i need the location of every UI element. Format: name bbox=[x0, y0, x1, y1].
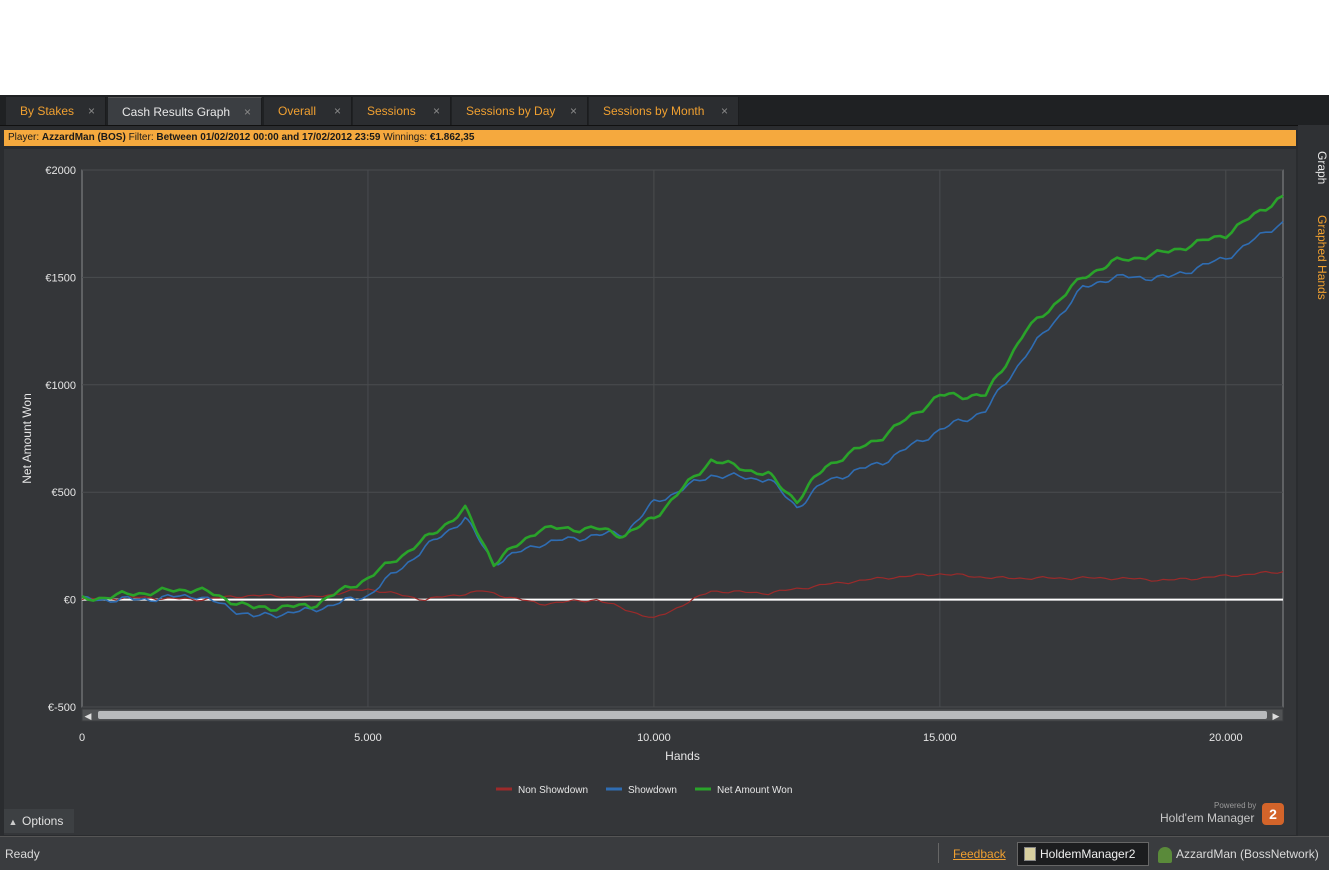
legend-label: Non Showdown bbox=[518, 785, 588, 796]
tab-by-stakes[interactable]: By Stakes × bbox=[6, 97, 106, 125]
app-icon bbox=[1024, 847, 1036, 861]
tab-label: Sessions by Month bbox=[603, 104, 705, 118]
options-label: Options bbox=[22, 814, 64, 828]
tab-sessions-by-day[interactable]: Sessions by Day × bbox=[452, 97, 588, 125]
series-line-0 bbox=[81, 570, 1284, 618]
status-text: Ready bbox=[5, 847, 40, 861]
close-icon[interactable]: × bbox=[87, 104, 95, 118]
tab-label: By Stakes bbox=[20, 104, 75, 118]
app-window: By Stakes × Cash Results Graph × Overall… bbox=[0, 95, 1329, 870]
close-icon[interactable]: × bbox=[720, 104, 728, 118]
divider bbox=[938, 843, 939, 863]
app-name: HoldemManager2 bbox=[1040, 847, 1136, 861]
y-tick-label: €2000 bbox=[45, 165, 76, 177]
filter-bar: Player: AzzardMan (BOS) Filter: Between … bbox=[4, 130, 1296, 146]
feedback-link[interactable]: Feedback bbox=[953, 847, 1006, 861]
tab-overall[interactable]: Overall × bbox=[264, 97, 352, 125]
tab-label: Cash Results Graph bbox=[122, 105, 231, 119]
side-tab-panel: Graph Graphed Hands bbox=[1298, 125, 1329, 836]
y-tick-label: €1500 bbox=[45, 272, 76, 284]
filter-label: Filter: bbox=[128, 132, 154, 143]
status-bar: Ready Feedback HoldemManager2 AzzardMan … bbox=[0, 836, 1329, 870]
legend-label: Showdown bbox=[628, 785, 677, 796]
tab-sessions[interactable]: Sessions × bbox=[353, 97, 451, 125]
tab-label: Overall bbox=[278, 104, 317, 118]
y-tick-label: €500 bbox=[52, 487, 76, 499]
user-avatar-icon bbox=[1158, 846, 1172, 863]
close-icon[interactable]: × bbox=[432, 104, 440, 118]
series-line-2 bbox=[81, 194, 1284, 612]
close-icon[interactable]: × bbox=[243, 105, 251, 119]
y-axis-label: Net Amount Won bbox=[20, 393, 34, 484]
side-tab-label: Graph bbox=[1315, 151, 1329, 185]
filter-value: Between 01/02/2012 00:00 and 17/02/2012 … bbox=[156, 132, 381, 143]
y-tick-label: €-500 bbox=[48, 702, 76, 714]
close-icon[interactable]: × bbox=[333, 104, 341, 118]
powered-by-logo: Powered by Hold'em Manager 2 bbox=[1148, 801, 1288, 833]
chevron-up-icon: ▲ bbox=[8, 817, 18, 827]
x-tick-label: 0 bbox=[79, 732, 85, 744]
scroll-right-icon: ▶ bbox=[1273, 711, 1280, 721]
scroll-left-icon: ◀ bbox=[85, 711, 92, 721]
x-tick-label: 10.000 bbox=[637, 732, 671, 744]
user-name: AzzardMan (BossNetwork) bbox=[1176, 847, 1319, 861]
hm2-badge-icon: 2 bbox=[1262, 803, 1284, 825]
x-tick-label: 20.000 bbox=[1209, 732, 1243, 744]
plot-area bbox=[81, 169, 1284, 708]
legend-label: Net Amount Won bbox=[717, 785, 792, 796]
powered-by-text: Powered by bbox=[1214, 801, 1257, 810]
y-tick-label: €0 bbox=[64, 595, 76, 607]
x-tick-label: 5.000 bbox=[354, 732, 382, 744]
brand-text: Hold'em Manager bbox=[1160, 811, 1255, 825]
winnings-value: €1.862,35 bbox=[429, 132, 475, 143]
x-tick-label: 15.000 bbox=[923, 732, 957, 744]
tab-label: Sessions bbox=[367, 104, 416, 118]
tab-cash-results-graph[interactable]: Cash Results Graph × bbox=[108, 97, 262, 125]
options-button[interactable]: ▲ Options bbox=[4, 809, 74, 833]
graph-area: €2000 €1500 €1000 €500 €0 €-500 0 5.000 10.000 15… bbox=[4, 149, 1296, 835]
tab-label: Sessions by Day bbox=[466, 104, 556, 118]
tab-bar: By Stakes × Cash Results Graph × Overall… bbox=[0, 95, 1329, 126]
x-axis-label: Hands bbox=[665, 749, 700, 763]
series-line-1 bbox=[81, 221, 1284, 619]
side-tab-graph[interactable]: Graph bbox=[1298, 151, 1329, 209]
close-icon[interactable]: × bbox=[569, 104, 577, 118]
scrollbar-thumb bbox=[98, 711, 1267, 719]
y-tick-label: €1000 bbox=[45, 380, 76, 392]
app-taskbar-button[interactable]: HoldemManager2 bbox=[1017, 842, 1149, 866]
tab-sessions-by-month[interactable]: Sessions by Month × bbox=[589, 97, 739, 125]
user-account[interactable]: AzzardMan (BossNetwork) bbox=[1158, 843, 1319, 865]
player-label: Player: bbox=[8, 132, 40, 143]
side-tab-label: Graphed Hands bbox=[1315, 215, 1329, 300]
player-value: AzzardMan (BOS) bbox=[41, 132, 126, 143]
side-tab-graphed-hands[interactable]: Graphed Hands bbox=[1298, 215, 1329, 325]
results-chart: €2000 €1500 €1000 €500 €0 €-500 0 5.000 10.000 15… bbox=[20, 165, 1284, 796]
winnings-label: Winnings: bbox=[383, 132, 428, 143]
